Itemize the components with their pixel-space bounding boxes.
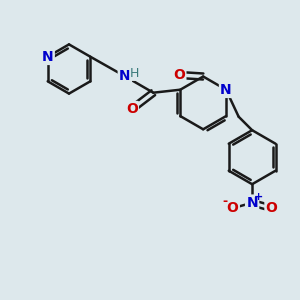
Text: N: N: [246, 196, 258, 210]
Text: O: O: [173, 68, 185, 82]
Text: N: N: [42, 50, 53, 64]
Text: N: N: [220, 83, 232, 97]
Text: N: N: [119, 69, 130, 83]
Text: -: -: [223, 195, 228, 208]
Text: O: O: [227, 201, 239, 215]
Text: H: H: [130, 67, 140, 80]
Text: O: O: [126, 102, 138, 116]
Text: +: +: [254, 192, 263, 202]
Text: O: O: [266, 201, 278, 215]
